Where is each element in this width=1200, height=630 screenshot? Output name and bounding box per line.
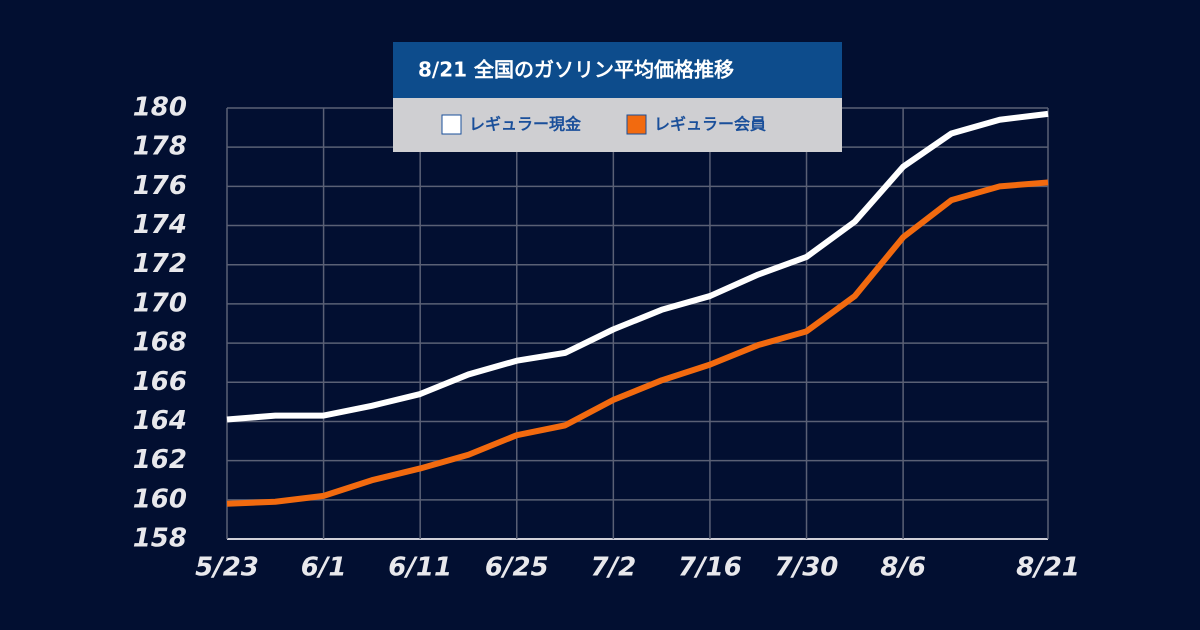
y-tick-label: 160 (133, 484, 187, 514)
y-tick-label: 164 (133, 406, 187, 436)
series-line (226, 110, 1049, 423)
y-tick-label: 168 (133, 328, 187, 358)
x-tick-label: 7/16 (678, 553, 742, 583)
y-tick-label: 170 (133, 288, 187, 318)
y-tick-label: 162 (133, 445, 187, 475)
y-tick-label: 158 (133, 524, 187, 554)
x-tick-label: 5/23 (195, 553, 259, 583)
x-tick-label: 6/25 (485, 553, 549, 583)
y-tick-label: 172 (133, 249, 187, 279)
x-tick-label: 7/2 (591, 553, 637, 583)
legend: レギュラー現金 レギュラー会員 (441, 114, 766, 135)
y-tick-label: 178 (133, 132, 187, 162)
legend-label: レギュラー会員 (654, 115, 766, 134)
x-tick-label: 6/1 (301, 553, 347, 583)
y-tick-label: 176 (133, 171, 187, 201)
y-tick-label: 174 (133, 210, 187, 240)
lines (226, 110, 1049, 507)
legend-swatch (441, 114, 462, 135)
grid: 158 160 162 164 166 168 170 172 174 176 178 180 5/23… (133, 93, 1080, 583)
x-tick-label: 8/21 (1016, 553, 1080, 583)
title-box (393, 42, 842, 98)
legend-label: レギュラー現金 (469, 115, 582, 134)
legend-swatch (626, 114, 647, 135)
y-tick-label: 180 (133, 93, 187, 123)
series-line (226, 179, 1049, 507)
x-tick-label: 7/30 (775, 553, 839, 583)
x-tick-label: 8/6 (880, 553, 926, 583)
y-tick-label: 166 (133, 367, 187, 397)
x-tick-label: 6/11 (388, 553, 452, 583)
chart-title: 8/21 全国のガソリン平均価格推移 (418, 58, 734, 82)
legend-box (393, 98, 842, 152)
